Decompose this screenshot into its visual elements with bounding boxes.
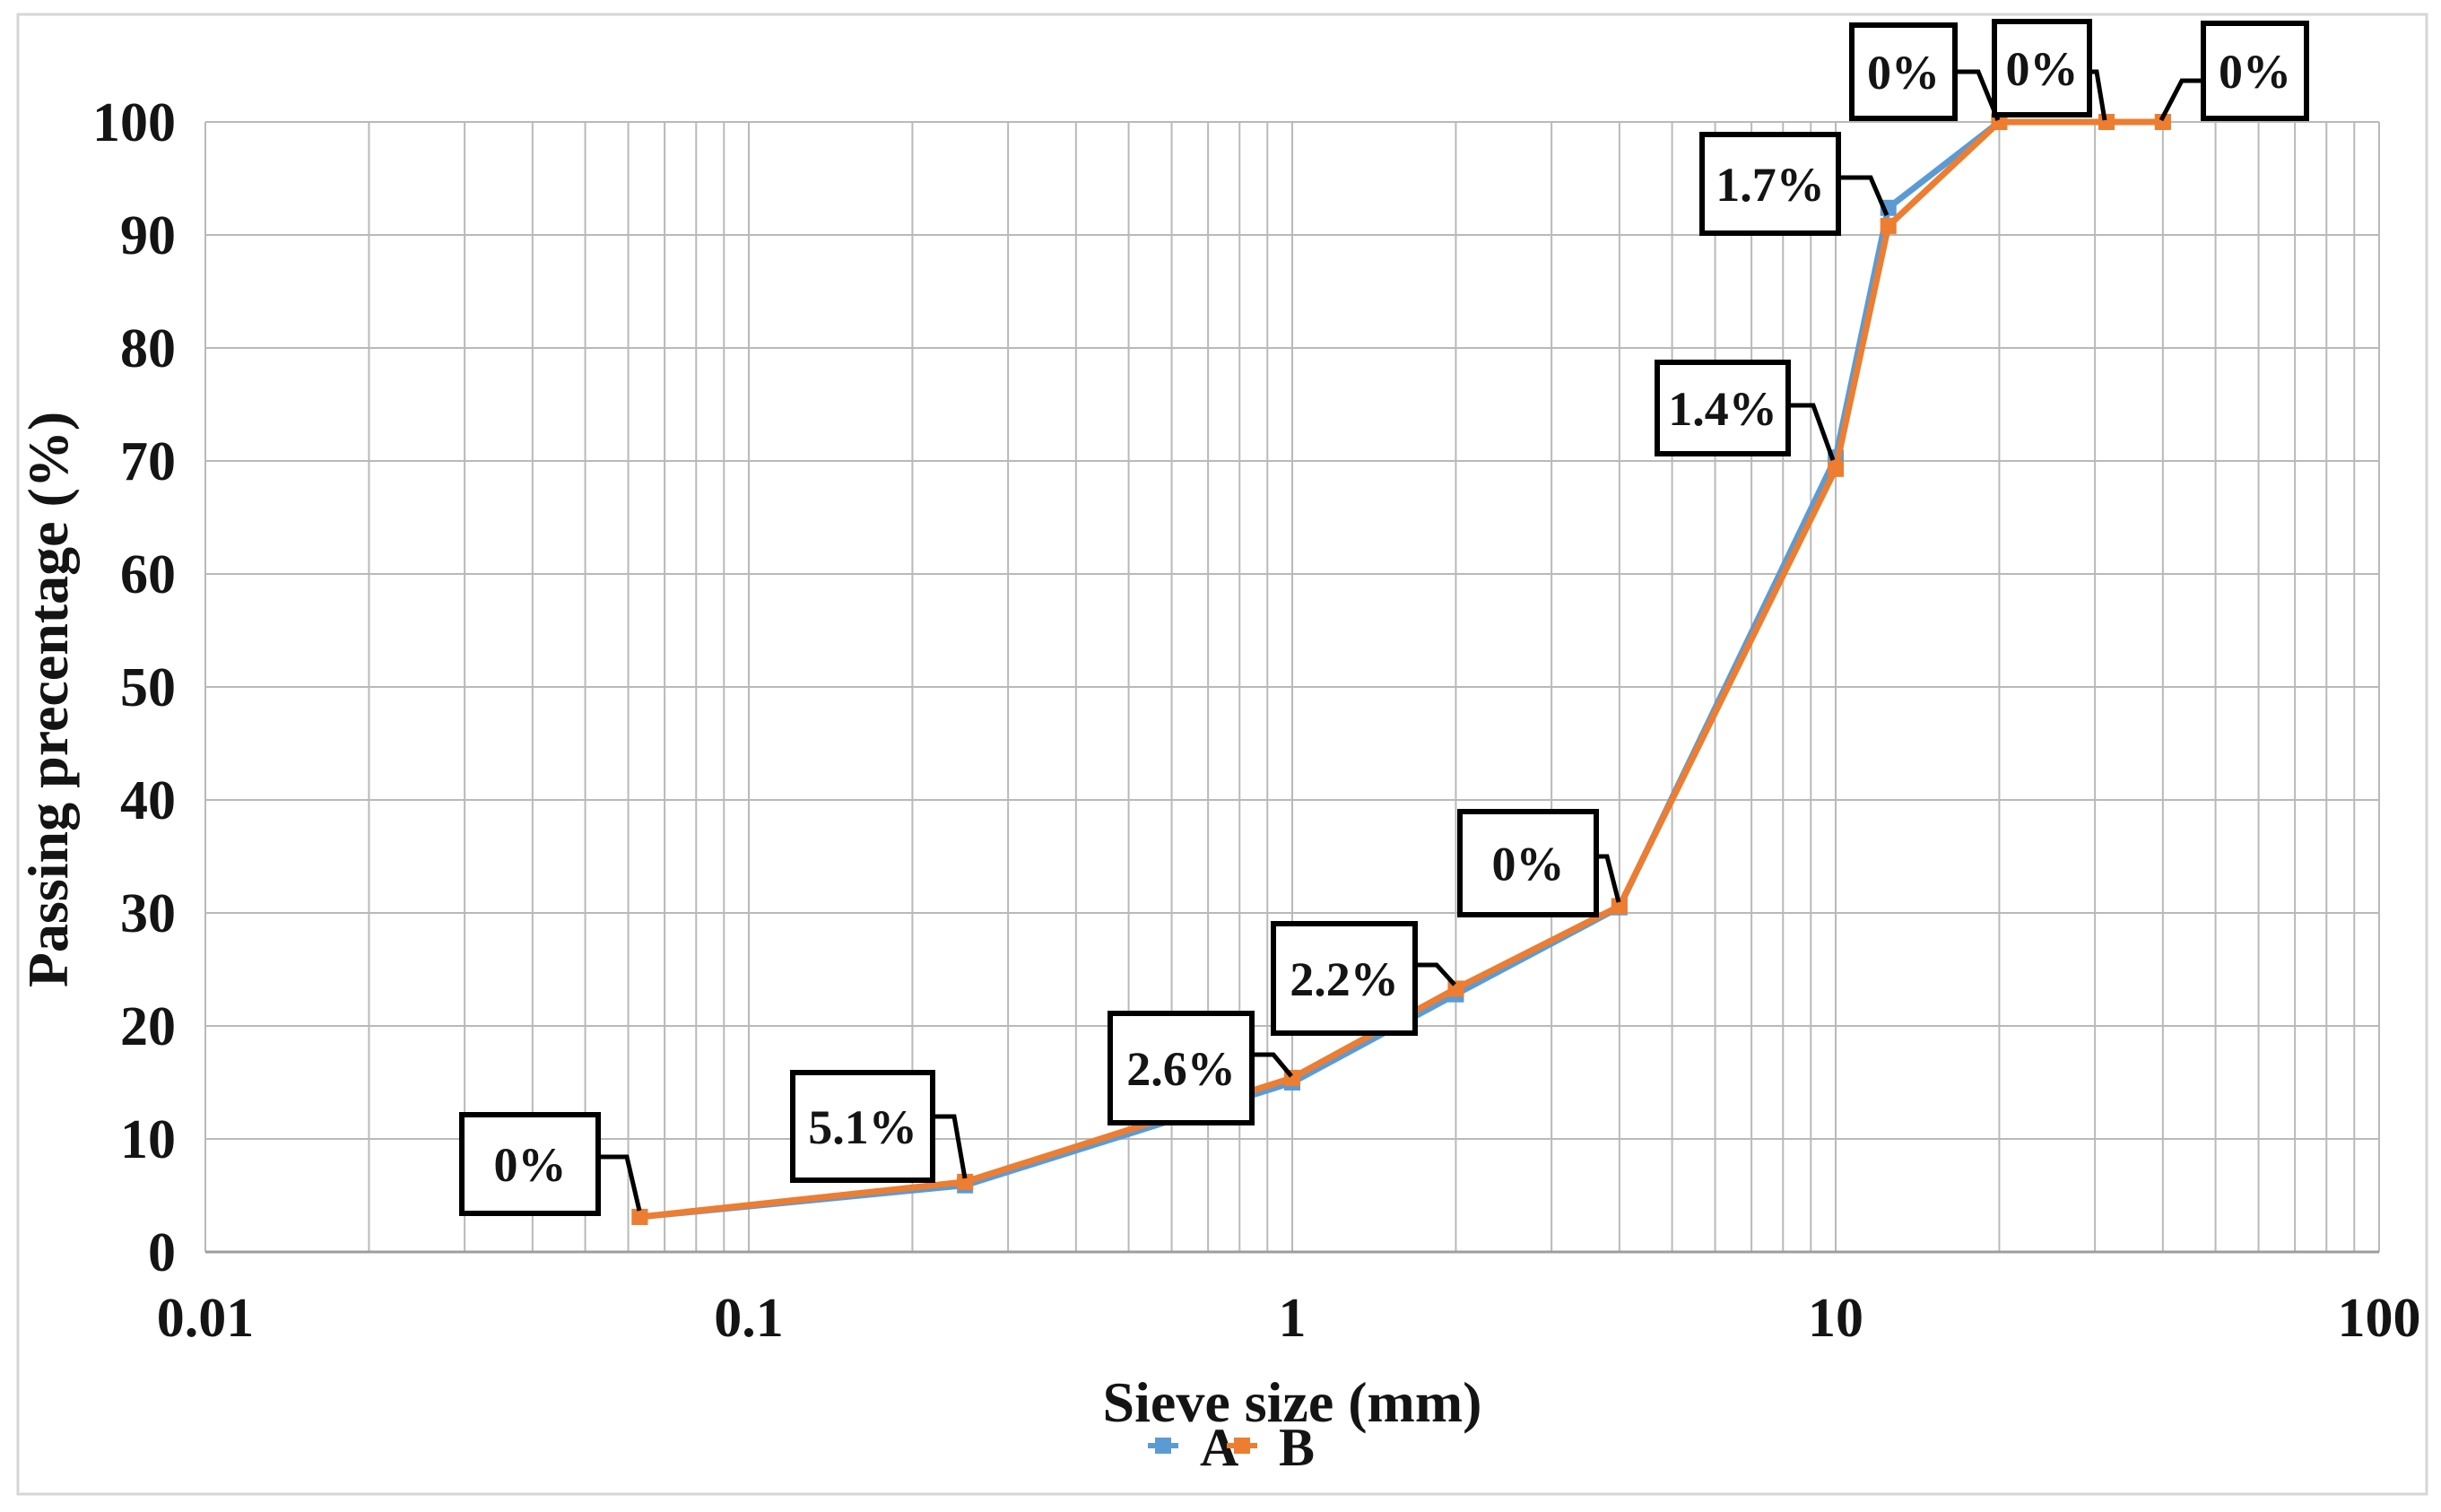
callout-box — [1849, 22, 1958, 121]
data-label-callout: 0% — [1992, 19, 2107, 121]
callout-box — [1271, 921, 1418, 1036]
y-tick-label: 60 — [120, 544, 176, 605]
series-B-marker — [2154, 114, 2171, 130]
callout-leader-line — [2159, 78, 2203, 122]
callout-label: 1.4% — [1668, 382, 1777, 436]
series-B-marker — [2098, 114, 2115, 130]
legend-label: B — [1279, 1418, 1315, 1477]
callout-box — [1655, 360, 1791, 456]
series-B-marker — [631, 1208, 648, 1225]
series-B-marker — [1828, 460, 1844, 477]
y-tick-label: 80 — [120, 318, 176, 379]
x-tick-label: 10 — [1808, 1288, 1863, 1349]
y-tick-label: 100 — [92, 92, 176, 153]
x-tick-label: 0.01 — [157, 1288, 255, 1349]
data-label-callout: 0% — [459, 1112, 642, 1216]
callout-leader-line — [1596, 854, 1621, 903]
callout-leader-line — [1838, 175, 1889, 216]
x-tick-label: 1 — [1279, 1288, 1307, 1349]
series-B-line — [636, 118, 2167, 1221]
callout-leader-line — [598, 1154, 642, 1212]
callout-label: 0% — [2006, 42, 2079, 96]
y-tick-label: 20 — [120, 996, 176, 1057]
series-B — [631, 114, 2171, 1225]
data-label-callout: 5.1% — [790, 1070, 968, 1183]
callout-label: 2.6% — [1126, 1042, 1236, 1096]
data-label-callout: 0% — [1849, 22, 2001, 121]
callout-leader-line — [1955, 69, 2001, 121]
callout-label: 1.7% — [1716, 158, 1825, 212]
callout-label: 0% — [2219, 45, 2291, 99]
series-B-marker — [1611, 898, 1628, 915]
y-tick-label: 50 — [120, 657, 176, 718]
callout-label: 0% — [1492, 838, 1565, 891]
callout-label: 0% — [1867, 46, 1940, 100]
callout-box — [1108, 1011, 1255, 1125]
data-label-callout: 1.4% — [1655, 360, 1836, 461]
data-label-callout: 2.2% — [1271, 921, 1456, 1036]
x-tick-label: 100 — [2338, 1288, 2421, 1349]
y-tick-label: 0 — [148, 1222, 176, 1283]
x-tick-label: 0.1 — [714, 1288, 784, 1349]
callout-label: 2.2% — [1290, 952, 1399, 1006]
callout-box — [1992, 19, 2092, 117]
data-label-callout: 0% — [2159, 21, 2309, 122]
callout-leader-line — [1415, 962, 1456, 986]
y-tick-label: 10 — [120, 1109, 176, 1170]
callout-box — [459, 1112, 601, 1216]
callout-leader-line — [1252, 1052, 1293, 1078]
legend-marker-icon — [1155, 1438, 1171, 1454]
callout-leader-line — [933, 1114, 968, 1179]
callout-leader-line — [1788, 403, 1836, 461]
legend-marker-icon — [1234, 1438, 1250, 1454]
x-axis-title: Sieve size (mm) — [1103, 1370, 1482, 1434]
data-label-callout: 1.7% — [1699, 132, 1889, 236]
callout-box — [790, 1070, 935, 1183]
series-B-marker — [957, 1173, 974, 1190]
y-axis-title: Passing precentage (%) — [16, 412, 80, 987]
callout-label: 0% — [494, 1138, 567, 1192]
y-tick-label: 40 — [120, 770, 176, 831]
callout-box — [1699, 132, 1841, 236]
figure-border — [16, 13, 2428, 1496]
callout-box — [1457, 809, 1599, 917]
y-tick-label: 70 — [120, 431, 176, 492]
data-label-callout: 2.6% — [1108, 1011, 1293, 1125]
legend-item-B: B — [1227, 1418, 1315, 1477]
data-label-callout: 0% — [1457, 809, 1621, 917]
y-tick-label: 90 — [120, 205, 176, 266]
callout-label: 5.1% — [808, 1100, 917, 1154]
callout-box — [2201, 21, 2309, 121]
y-tick-label: 30 — [120, 883, 176, 944]
series-B-marker — [1880, 217, 1897, 234]
